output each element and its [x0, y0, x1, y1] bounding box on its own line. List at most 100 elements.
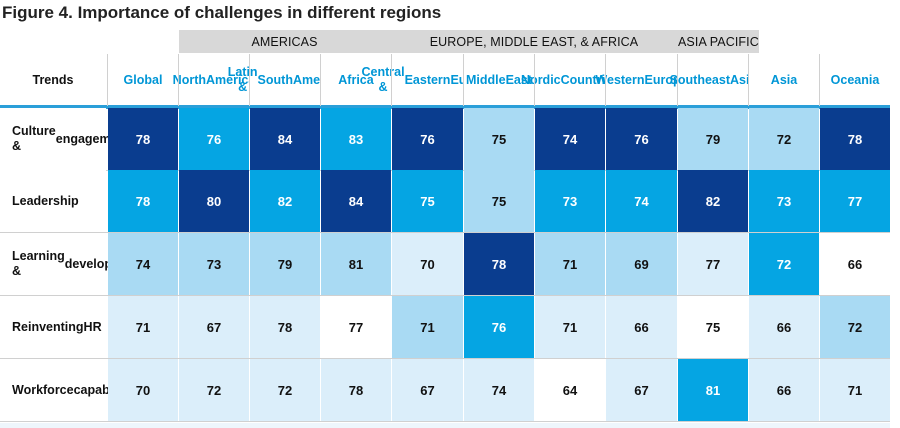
- heatmap-cell: 66: [820, 233, 890, 295]
- grid-line: [391, 54, 392, 106]
- label-line: Eastern: [404, 72, 451, 87]
- heatmap-cell: 78: [321, 359, 391, 421]
- heatmap-cell: 71: [535, 233, 605, 295]
- header-separator: [0, 105, 890, 109]
- heatmap-cell: 72: [179, 359, 249, 421]
- label-line: Europe: [644, 72, 688, 87]
- column-header: Global: [108, 54, 178, 106]
- heatmap-cell: 78: [820, 108, 890, 170]
- grid-line: [748, 54, 749, 106]
- label-line: Leadership: [12, 193, 79, 208]
- column-header: Middle East: [464, 54, 534, 106]
- label-line: Countries: [560, 72, 619, 87]
- figure-title: Figure 4. Importance of challenges in di…: [2, 3, 442, 22]
- grid-line: [534, 54, 535, 106]
- grid-line: [463, 54, 464, 106]
- heatmap-cell: 75: [464, 108, 534, 170]
- row-label: Reinventing HR: [0, 296, 106, 358]
- heatmap-cell: 76: [606, 108, 677, 170]
- label-line: Western: [595, 72, 645, 87]
- label-line: Central &: [361, 65, 405, 94]
- label-line: Africa: [338, 72, 374, 87]
- column-header: Oceania: [820, 54, 890, 106]
- grid-line: [605, 54, 606, 106]
- label-line: East: [505, 72, 532, 87]
- grid-line: [0, 295, 890, 296]
- row-label: Learning & development: [0, 233, 142, 295]
- heatmap-cell: 78: [108, 170, 178, 232]
- label-line: Global: [123, 72, 163, 87]
- column-header: Nordic Countries: [521, 54, 619, 106]
- group-header: ASIA PACIFIC: [678, 30, 759, 53]
- label-line: Asia: [770, 72, 798, 87]
- label-line: Nordic: [521, 72, 561, 87]
- heatmap-cell: 73: [535, 170, 605, 232]
- heatmap-cell: 79: [250, 233, 320, 295]
- heatmap-cell: 77: [820, 170, 890, 232]
- column-header: North America: [173, 54, 255, 106]
- heatmap-cell: 75: [678, 296, 748, 358]
- heatmap-cell: 66: [749, 359, 819, 421]
- heatmap-cell: 74: [606, 170, 677, 232]
- grid-line: [0, 421, 890, 422]
- label-line: Culture &: [12, 124, 56, 153]
- grid-line: [0, 232, 890, 233]
- heatmap-cell: 70: [108, 359, 178, 421]
- label-line: Reinventing: [12, 319, 84, 334]
- heatmap-cell: 74: [464, 359, 534, 421]
- heatmap-cell: 73: [749, 170, 819, 232]
- heatmap-cell: 64: [535, 359, 605, 421]
- heatmap-cell: 72: [820, 296, 890, 358]
- label-line: Middle: [466, 72, 506, 87]
- heatmap-cell: 72: [749, 108, 819, 170]
- grid-line: [677, 54, 678, 106]
- next-row-strip: [0, 423, 890, 428]
- heatmap-cell: 79: [678, 108, 748, 170]
- heatmap-cell: 74: [535, 108, 605, 170]
- heatmap-cell: 66: [749, 296, 819, 358]
- heatmap-cell: 78: [108, 108, 178, 170]
- heatmap-cell: 84: [250, 108, 320, 170]
- heatmap-cell: 76: [464, 296, 534, 358]
- heatmap-cell: 66: [606, 296, 677, 358]
- row-label: Leadership: [0, 170, 106, 232]
- label-line: Learning &: [12, 249, 65, 278]
- heatmap-cell: 73: [179, 233, 249, 295]
- heatmap-cell: 78: [464, 233, 534, 295]
- label-line: Latin &: [227, 65, 258, 94]
- heatmap-cell: 83: [321, 108, 391, 170]
- column-header: Latin & South America: [228, 54, 342, 106]
- heatmap-cell: 70: [392, 233, 463, 295]
- label-line: America: [206, 72, 256, 87]
- heatmap-cell: 67: [179, 296, 249, 358]
- heatmap-cell: 82: [678, 170, 748, 232]
- heatmap-cell: 67: [606, 359, 677, 421]
- column-header: Western Europe: [595, 54, 688, 106]
- heatmap-cell: 69: [606, 233, 677, 295]
- heatmap-cell: 67: [392, 359, 463, 421]
- heatmap-cell: 77: [321, 296, 391, 358]
- column-header: Asia: [749, 54, 819, 106]
- label-line: HR: [83, 319, 102, 334]
- group-header: EUROPE, MIDDLE EAST, & AFRICA: [321, 30, 747, 53]
- label-line: South: [257, 72, 293, 87]
- heatmap-cell: 77: [678, 233, 748, 295]
- heatmap-cell: 71: [820, 359, 890, 421]
- row-label: Workforce capability: [0, 359, 131, 421]
- heatmap-cell: 78: [250, 296, 320, 358]
- grid-line: [178, 54, 179, 106]
- heatmap-cell: 80: [179, 170, 249, 232]
- heatmap-cell: 76: [179, 108, 249, 170]
- heatmap-cell: 81: [321, 233, 391, 295]
- heatmap-cell: 72: [749, 233, 819, 295]
- heatmap-cell: 76: [392, 108, 463, 170]
- grid-line: [249, 54, 250, 106]
- grid-line: [320, 54, 321, 106]
- column-header: Central &EasternEurope: [362, 54, 494, 106]
- label-line: Oceania: [830, 72, 880, 87]
- column-header: Southeast Asia: [670, 54, 756, 106]
- heatmap-cell: 71: [535, 296, 605, 358]
- grid-line: [819, 54, 820, 106]
- heatmap-cell: 75: [464, 170, 534, 232]
- label-line: Workforce: [12, 382, 74, 397]
